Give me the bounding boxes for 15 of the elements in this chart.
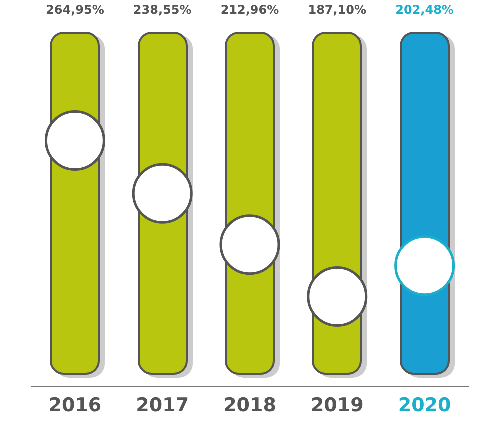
x-tick-label: 2019 xyxy=(310,394,364,417)
x-tick-label: 2016 xyxy=(48,394,102,417)
x-tick-label: 2020 xyxy=(398,394,452,417)
x-tick-label: 2018 xyxy=(224,394,276,417)
data-label: 238,55% xyxy=(133,3,192,18)
point xyxy=(220,214,280,276)
data-label: 202,48% xyxy=(396,3,454,18)
data-label: 212,96% xyxy=(220,3,280,18)
x-tick-label: 2017 xyxy=(136,394,190,417)
point xyxy=(394,236,456,296)
point xyxy=(132,163,193,224)
data-label: 187,10% xyxy=(308,3,367,18)
data-label: 264,95% xyxy=(46,3,104,18)
point xyxy=(307,266,368,327)
point xyxy=(44,110,106,171)
